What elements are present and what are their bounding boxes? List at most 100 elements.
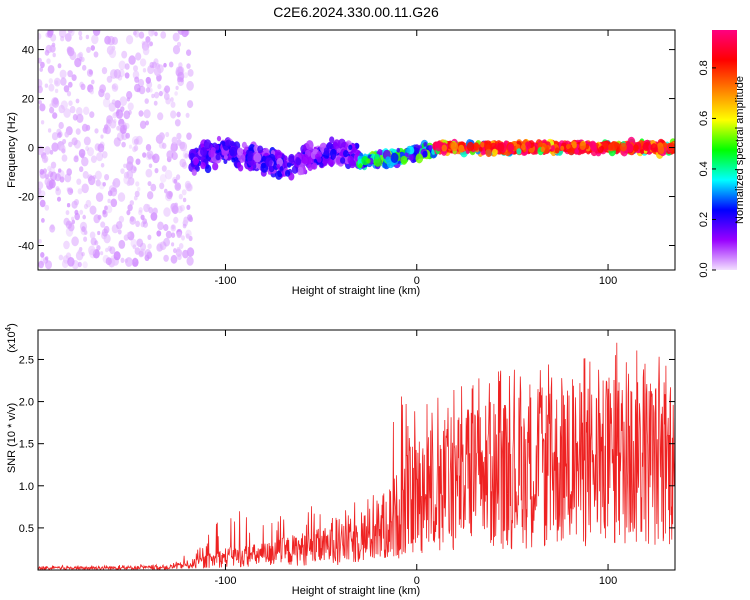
heatmap-cell [75, 98, 80, 104]
heatmap-cell [66, 187, 70, 192]
spectrogram-ticks: -100 0 100 -40 -20 0 20 40 [18, 30, 675, 287]
heatmap-cell [61, 259, 69, 269]
heatmap-cell [145, 144, 152, 151]
spectrogram-heatmap [38, 30, 675, 270]
heatmap-cell [44, 49, 50, 56]
heatmap-cell [550, 145, 555, 152]
heatmap-cell [268, 165, 274, 172]
heatmap-cell [135, 220, 141, 227]
snr-y-label: SNR (10 * v/v) [6, 403, 18, 473]
heatmap-cell [51, 42, 56, 48]
heatmap-cell [428, 144, 433, 151]
heatmap-cell [165, 131, 170, 138]
heatmap-cell [193, 158, 199, 166]
heatmap-cell [126, 209, 131, 216]
heatmap-cell [80, 153, 85, 159]
heatmap-cell [107, 35, 115, 46]
heatmap-cell [291, 165, 299, 174]
heatmap-cell [117, 229, 122, 235]
heatmap-cell [231, 157, 236, 163]
heatmap-cell [43, 157, 48, 162]
heatmap-cell [77, 249, 82, 255]
heatmap-cell [75, 128, 81, 135]
heatmap-cell [113, 251, 121, 261]
heatmap-cell [179, 141, 188, 152]
heatmap-cell [158, 141, 165, 149]
heatmap-cell [67, 257, 75, 267]
heatmap-cell [48, 83, 55, 92]
heatmap-cell [83, 106, 90, 116]
heatmap-cell [76, 178, 82, 185]
heatmap-cell [186, 247, 195, 257]
heatmap-cell [200, 147, 208, 157]
heatmap-cell [104, 174, 110, 181]
heatmap-cell [173, 178, 178, 184]
heatmap-cell [181, 235, 185, 241]
heatmap-cell [282, 160, 288, 168]
heatmap-cell [80, 83, 86, 91]
heatmap-cell [58, 168, 62, 173]
heatmap-cell [139, 58, 147, 67]
heatmap-cell [177, 77, 185, 87]
heatmap-cell [96, 245, 101, 251]
heatmap-cell [105, 247, 109, 253]
heatmap-cell [408, 146, 415, 155]
heatmap-cell [423, 141, 428, 148]
heatmap-cell [173, 216, 179, 224]
heatmap-cell [94, 128, 99, 134]
heatmap-cell [117, 192, 126, 202]
heatmap-cell [52, 97, 59, 105]
heatmap-cell [223, 158, 228, 164]
heatmap-cell [657, 145, 665, 155]
heatmap-cell [79, 166, 84, 173]
heatmap-cell [185, 112, 190, 118]
heatmap-cell [52, 112, 58, 119]
heatmap-cell [74, 199, 79, 206]
heatmap-cell [142, 46, 150, 56]
heatmap-cell [144, 98, 149, 104]
heatmap-cell [73, 155, 79, 163]
heatmap-cell [142, 221, 148, 228]
heatmap-cell [139, 120, 147, 129]
heatmap-cell [128, 144, 133, 149]
heatmap-cell [186, 49, 192, 56]
heatmap-cell [165, 97, 171, 105]
heatmap-cell [149, 41, 153, 47]
heatmap-cell [143, 109, 151, 119]
heatmap-cell [47, 165, 52, 172]
snr-series-line [38, 342, 675, 570]
spectrogram-panel: -100 0 100 -40 -20 0 20 40 Height of straight l… [6, 29, 676, 297]
heatmap-cell [179, 158, 187, 168]
heatmap-cell [650, 143, 658, 153]
heatmap-cell [61, 154, 68, 162]
heatmap-cell [54, 88, 59, 94]
heatmap-cell [415, 153, 424, 164]
heatmap-cell [57, 196, 61, 202]
heatmap-cell [120, 257, 125, 263]
heatmap-cell [157, 83, 162, 90]
heatmap-cell [186, 204, 191, 210]
heatmap-cell [103, 225, 110, 234]
heatmap-cell [142, 68, 147, 73]
x-tick-label: 0 [414, 275, 420, 287]
heatmap-cell [38, 100, 42, 105]
heatmap-cell [274, 149, 283, 160]
heatmap-cell [107, 198, 111, 204]
heatmap-cell [47, 30, 53, 38]
heatmap-cell [633, 144, 639, 152]
heatmap-cell [101, 228, 108, 237]
heatmap-cell [497, 142, 505, 152]
heatmap-cell [97, 143, 105, 153]
spectrogram-x-label: Height of straight line (km) [292, 285, 420, 297]
heatmap-cell [560, 145, 565, 151]
heatmap-cell [279, 165, 284, 171]
heatmap-cell [116, 221, 123, 230]
heatmap-cell [507, 143, 514, 153]
heatmap-cell [81, 226, 86, 233]
heatmap-cell [212, 162, 219, 171]
heatmap-cell [138, 250, 144, 258]
heatmap-cell [166, 190, 173, 200]
heatmap-cell [134, 83, 141, 93]
heatmap-cell [111, 83, 119, 92]
heatmap-cell [143, 203, 150, 213]
